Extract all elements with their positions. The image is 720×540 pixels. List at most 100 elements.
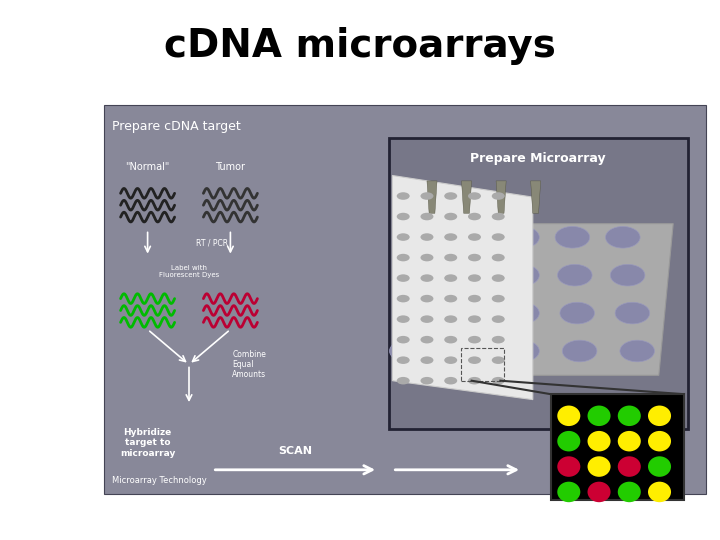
Ellipse shape — [505, 226, 539, 248]
Ellipse shape — [588, 456, 611, 477]
Ellipse shape — [615, 302, 649, 324]
Ellipse shape — [468, 233, 481, 241]
Ellipse shape — [468, 274, 481, 282]
Ellipse shape — [397, 295, 410, 302]
Ellipse shape — [648, 456, 671, 477]
Ellipse shape — [468, 213, 481, 220]
Ellipse shape — [444, 356, 457, 364]
Ellipse shape — [562, 340, 597, 362]
Polygon shape — [462, 181, 472, 213]
Ellipse shape — [444, 192, 457, 200]
Ellipse shape — [557, 456, 580, 477]
Text: Label with
Fluorescent Dyes: Label with Fluorescent Dyes — [159, 265, 219, 278]
Text: Combine
Equal
Amounts: Combine Equal Amounts — [232, 349, 266, 380]
Ellipse shape — [492, 356, 505, 364]
Ellipse shape — [397, 356, 410, 364]
Ellipse shape — [420, 192, 433, 200]
Ellipse shape — [444, 233, 457, 241]
Ellipse shape — [588, 406, 611, 426]
Polygon shape — [496, 181, 506, 213]
Ellipse shape — [420, 254, 433, 261]
FancyBboxPatch shape — [551, 394, 684, 500]
Ellipse shape — [444, 377, 457, 384]
Text: Prepare Microarray: Prepare Microarray — [470, 152, 606, 165]
Ellipse shape — [492, 213, 505, 220]
Ellipse shape — [397, 315, 410, 323]
Ellipse shape — [468, 356, 481, 364]
Ellipse shape — [397, 213, 410, 220]
Ellipse shape — [492, 274, 505, 282]
Ellipse shape — [611, 265, 645, 286]
Ellipse shape — [648, 431, 671, 451]
Ellipse shape — [444, 213, 457, 220]
Ellipse shape — [557, 265, 592, 286]
Ellipse shape — [618, 482, 641, 502]
Ellipse shape — [557, 431, 580, 451]
Ellipse shape — [492, 254, 505, 261]
Ellipse shape — [557, 406, 580, 426]
Text: Tumor: Tumor — [215, 163, 246, 172]
Ellipse shape — [468, 315, 481, 323]
Ellipse shape — [505, 340, 539, 362]
Polygon shape — [392, 176, 533, 400]
Ellipse shape — [492, 295, 505, 302]
Ellipse shape — [420, 274, 433, 282]
Ellipse shape — [447, 340, 482, 362]
Ellipse shape — [618, 406, 641, 426]
Ellipse shape — [468, 295, 481, 302]
Ellipse shape — [606, 226, 640, 248]
Ellipse shape — [397, 336, 410, 343]
Ellipse shape — [468, 377, 481, 384]
Ellipse shape — [420, 336, 433, 343]
Text: "Normal": "Normal" — [125, 163, 170, 172]
FancyBboxPatch shape — [104, 105, 706, 494]
Text: cDNA microarrays: cDNA microarrays — [164, 27, 556, 65]
Ellipse shape — [492, 336, 505, 343]
Polygon shape — [531, 181, 541, 213]
Ellipse shape — [468, 192, 481, 200]
Ellipse shape — [399, 265, 433, 286]
Ellipse shape — [390, 340, 424, 362]
Ellipse shape — [505, 302, 539, 324]
Ellipse shape — [618, 431, 641, 451]
Polygon shape — [427, 181, 437, 213]
Ellipse shape — [420, 377, 433, 384]
Polygon shape — [403, 224, 673, 375]
Ellipse shape — [454, 226, 489, 248]
Ellipse shape — [449, 302, 484, 324]
Ellipse shape — [444, 295, 457, 302]
Ellipse shape — [420, 356, 433, 364]
Ellipse shape — [420, 233, 433, 241]
Ellipse shape — [557, 482, 580, 502]
Ellipse shape — [492, 377, 505, 384]
Ellipse shape — [444, 254, 457, 261]
Ellipse shape — [420, 315, 433, 323]
Ellipse shape — [444, 274, 457, 282]
Ellipse shape — [588, 482, 611, 502]
Ellipse shape — [505, 265, 539, 286]
Ellipse shape — [588, 431, 611, 451]
Ellipse shape — [404, 226, 438, 248]
Ellipse shape — [452, 265, 487, 286]
Ellipse shape — [648, 482, 671, 502]
Text: RT / PCR: RT / PCR — [196, 239, 228, 247]
Text: Microarray Technology: Microarray Technology — [112, 476, 207, 485]
Ellipse shape — [397, 274, 410, 282]
Ellipse shape — [618, 456, 641, 477]
Ellipse shape — [492, 192, 505, 200]
Ellipse shape — [620, 340, 654, 362]
Ellipse shape — [648, 406, 671, 426]
Text: SCAN: SCAN — [278, 446, 312, 456]
Ellipse shape — [395, 302, 429, 324]
Ellipse shape — [492, 315, 505, 323]
Ellipse shape — [444, 315, 457, 323]
Ellipse shape — [397, 254, 410, 261]
Ellipse shape — [397, 233, 410, 241]
Ellipse shape — [555, 226, 590, 248]
FancyBboxPatch shape — [389, 138, 688, 429]
Ellipse shape — [420, 295, 433, 302]
Ellipse shape — [560, 302, 595, 324]
Ellipse shape — [468, 254, 481, 261]
Ellipse shape — [468, 336, 481, 343]
Text: Prepare cDNA target: Prepare cDNA target — [112, 120, 240, 133]
